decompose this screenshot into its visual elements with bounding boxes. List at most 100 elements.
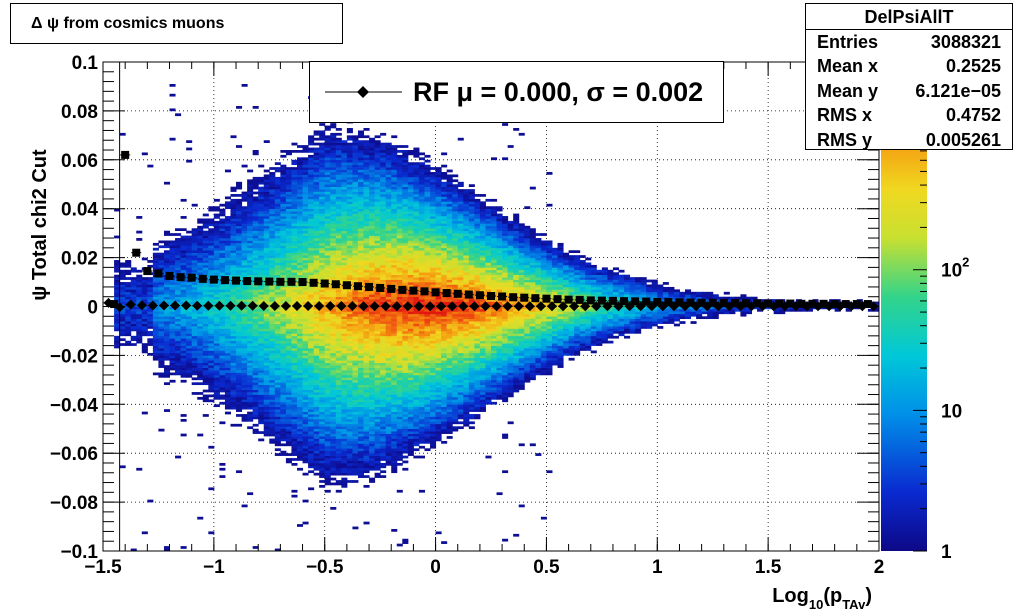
heatmap-cell <box>163 240 171 244</box>
heatmap-cell <box>263 238 270 241</box>
heatmap-cell <box>297 260 304 263</box>
heatmap-cell <box>202 264 209 268</box>
heatmap-cell <box>313 343 320 346</box>
heatmap-cell <box>352 301 359 305</box>
heatmap-cell <box>285 365 292 368</box>
heatmap-cell <box>374 257 381 261</box>
heatmap-cell <box>313 411 320 415</box>
heatmap-cell <box>197 330 204 334</box>
heatmap-cell <box>191 282 198 285</box>
heatmap-cell <box>280 176 287 180</box>
heatmap-cell <box>141 330 148 334</box>
heatmap-cell <box>352 428 359 432</box>
heatmap-cell <box>202 299 209 302</box>
heatmap-cell <box>258 267 265 271</box>
heatmap-cell <box>352 186 359 190</box>
heatmap-cell <box>374 176 381 180</box>
heatmap-cell <box>280 377 287 381</box>
heatmap-cell <box>302 201 309 205</box>
heatmap-cell <box>357 382 365 386</box>
heatmap-cell <box>380 399 387 403</box>
heatmap-cell <box>297 394 304 398</box>
heatmap-cell <box>269 301 276 305</box>
heatmap-cell <box>147 296 154 300</box>
heatmap-cell <box>374 350 381 354</box>
heatmap-cell <box>330 311 337 315</box>
heatmap-cell <box>119 321 126 324</box>
heatmap-cell <box>357 367 365 371</box>
heatmap-cell <box>346 326 353 329</box>
heatmap-cell <box>319 174 326 178</box>
heatmap-cell <box>280 426 287 430</box>
heatmap-cell <box>330 294 337 298</box>
heatmap-cell <box>319 328 326 332</box>
heatmap-cell <box>180 216 187 219</box>
heatmap-cell <box>313 247 320 251</box>
heatmap-cell <box>374 348 381 351</box>
heatmap-cell <box>352 321 359 324</box>
heatmap-cell <box>330 335 337 339</box>
heatmap-cell <box>385 238 392 241</box>
heatmap-cell <box>335 208 342 212</box>
heatmap-cell <box>352 238 359 241</box>
heatmap-cell <box>252 365 259 368</box>
heatmap-cell <box>269 255 276 258</box>
heatmap-cell <box>380 360 387 364</box>
heatmap-cell <box>241 264 248 268</box>
heatmap-cell <box>352 162 359 165</box>
heatmap-cell <box>346 423 353 427</box>
heatmap-cell <box>252 362 259 366</box>
heatmap-cell <box>269 414 276 417</box>
heatmap-cell <box>285 172 292 175</box>
heatmap-cell <box>302 401 309 405</box>
heatmap-cell <box>197 289 204 293</box>
heatmap-cell <box>346 130 353 134</box>
heatmap-cell <box>324 135 331 139</box>
heatmap-cell <box>369 230 376 234</box>
heatmap-cell <box>302 311 309 315</box>
heatmap-cell <box>330 255 337 258</box>
heatmap-cell <box>363 438 370 442</box>
heatmap-cell <box>391 264 398 268</box>
heatmap-cell <box>391 379 398 383</box>
heatmap-cell <box>324 308 331 312</box>
heatmap-cell <box>269 389 276 393</box>
heatmap-cell <box>274 242 281 246</box>
heatmap-cell <box>324 445 331 449</box>
heatmap-cell <box>335 159 342 163</box>
heatmap-cell <box>269 426 276 430</box>
heatmap-cell <box>219 321 226 324</box>
heatmap-cell <box>274 176 281 180</box>
heatmap-cell <box>341 262 348 266</box>
heatmap-cell <box>369 240 376 244</box>
heatmap-cell <box>374 152 381 156</box>
heatmap-cell <box>374 228 381 232</box>
heatmap-cell <box>369 423 376 427</box>
heatmap-cell <box>163 181 171 185</box>
heatmap-cell <box>313 453 320 456</box>
heatmap-cell <box>313 274 320 278</box>
heatmap-cell <box>136 311 143 315</box>
heatmap-cell <box>330 421 337 425</box>
heatmap-cell <box>391 455 398 459</box>
heatmap-cell <box>330 458 337 461</box>
heatmap-cell <box>346 343 353 346</box>
heatmap-cell <box>158 284 165 288</box>
heatmap-cell <box>346 313 353 317</box>
heatmap-cell <box>335 154 342 158</box>
heatmap-cell <box>285 196 292 200</box>
heatmap-cell <box>324 433 331 437</box>
heatmap-cell <box>341 443 348 447</box>
heatmap-cell <box>380 365 387 368</box>
heatmap-cell <box>236 389 243 393</box>
heatmap-cell <box>313 220 320 224</box>
heatmap-cell <box>363 238 370 241</box>
heatmap-cell <box>324 455 331 459</box>
heatmap-cell <box>291 411 298 415</box>
heatmap-cell <box>302 286 309 290</box>
heatmap-cell <box>213 333 220 337</box>
heatmap-cell <box>374 401 381 405</box>
heatmap-cell <box>330 198 337 202</box>
heatmap-cell <box>252 343 259 346</box>
heatmap-cell <box>163 269 171 273</box>
